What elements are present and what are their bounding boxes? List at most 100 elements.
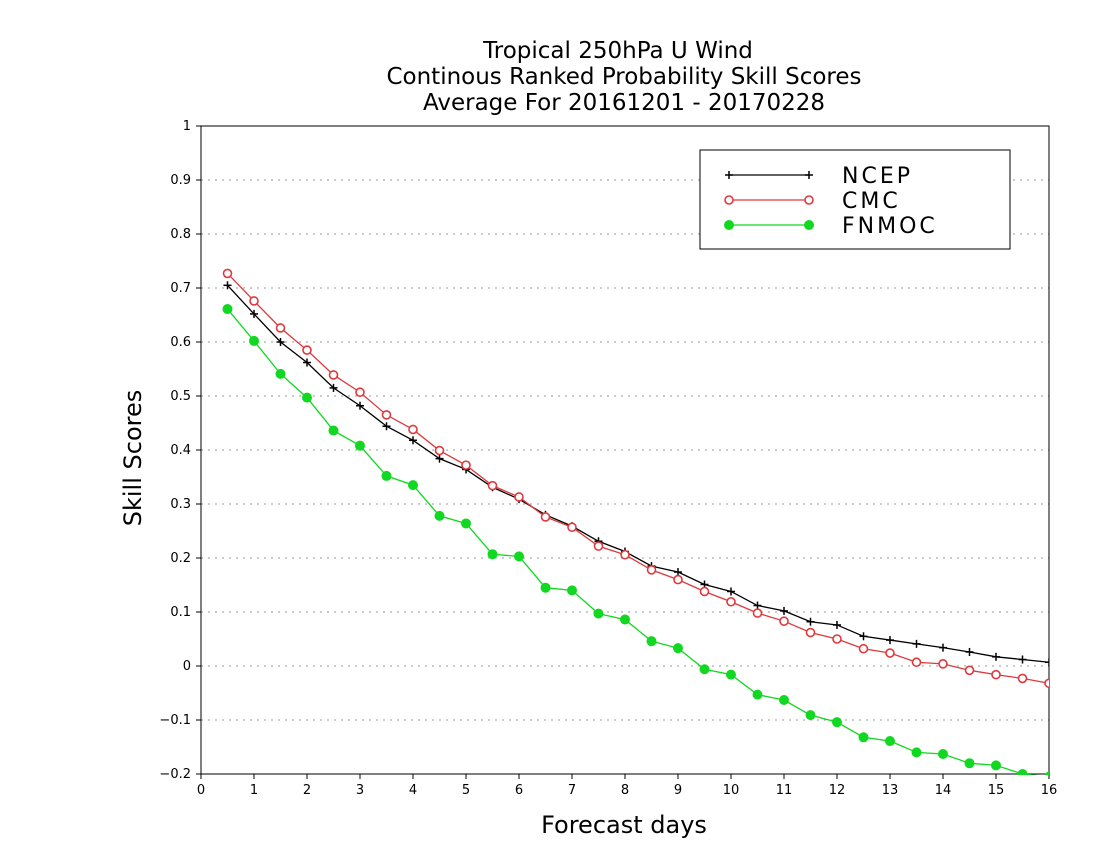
x-tick-label: 11 bbox=[776, 783, 793, 798]
gridlines bbox=[201, 179, 1049, 721]
data-point-ncep bbox=[965, 647, 974, 656]
data-point-fnmoc bbox=[779, 695, 789, 706]
data-point-cmc bbox=[885, 648, 895, 658]
data-point-fnmoc bbox=[487, 549, 498, 560]
data-point-cmc bbox=[858, 643, 869, 654]
y-axis-label: Skill Scores bbox=[119, 390, 147, 527]
legend-marker-fnmoc bbox=[804, 220, 814, 230]
data-point-ncep bbox=[674, 568, 682, 577]
data-point-ncep bbox=[409, 436, 417, 445]
data-point-cmc bbox=[355, 387, 365, 398]
data-point-fnmoc bbox=[991, 760, 1001, 771]
data-point-fnmoc bbox=[434, 510, 445, 521]
y-tick-label: −0.2 bbox=[159, 767, 191, 782]
data-point-cmc bbox=[593, 541, 604, 551]
data-point-ncep bbox=[223, 281, 232, 290]
series-fnmoc bbox=[222, 304, 1049, 775]
data-point-cmc bbox=[805, 627, 816, 638]
data-point-ncep bbox=[753, 601, 762, 610]
data-point-ncep bbox=[780, 606, 788, 615]
data-point-cmc bbox=[487, 480, 498, 491]
chart-title: Tropical 250hPa U Wind Continous Ranked … bbox=[386, 38, 861, 116]
x-axis-label: Forecast days bbox=[541, 811, 707, 839]
series-line-fnmoc bbox=[227, 308, 1039, 775]
x-tick-label: 14 bbox=[935, 783, 952, 798]
legend-item-ncep: NCEP bbox=[725, 164, 913, 189]
data-point-fnmoc bbox=[805, 710, 816, 721]
data-point-ncep bbox=[435, 454, 444, 463]
data-point-ncep bbox=[356, 401, 364, 410]
data-point-fnmoc bbox=[514, 551, 524, 562]
y-tick-label: 0.8 bbox=[170, 227, 191, 242]
data-point-fnmoc bbox=[620, 614, 630, 625]
y-axis: −0.2 −0.1 0 0.1 0.2 0.3 0.4 0.5 0.6 0.7 0.8 0.9 1 bbox=[159, 119, 201, 782]
data-point-cmc bbox=[779, 616, 789, 626]
x-tick-label: 4 bbox=[409, 783, 417, 798]
legend-marker-fnmoc bbox=[724, 220, 734, 230]
x-tick-label: 10 bbox=[723, 783, 740, 798]
legend-marker-cmc bbox=[804, 195, 814, 205]
data-series bbox=[222, 268, 1049, 775]
data-point-cmc bbox=[249, 296, 259, 306]
data-point-ncep bbox=[250, 309, 258, 318]
data-point-cmc bbox=[726, 596, 736, 607]
data-point-fnmoc bbox=[222, 304, 233, 315]
data-point-ncep bbox=[992, 652, 1000, 661]
x-tick-label: 15 bbox=[988, 783, 1005, 798]
data-point-fnmoc bbox=[302, 392, 312, 403]
y-tick-label: 0.1 bbox=[170, 605, 191, 620]
legend-marker-ncep bbox=[725, 171, 733, 179]
data-point-cmc bbox=[302, 345, 312, 355]
x-tick-label: 5 bbox=[462, 783, 470, 798]
data-point-cmc bbox=[938, 659, 948, 669]
x-tick-label: 8 bbox=[621, 783, 629, 798]
y-tick-label: 0.5 bbox=[170, 389, 191, 404]
data-point-ncep bbox=[303, 358, 311, 367]
data-point-cmc bbox=[328, 370, 339, 380]
legend-label-fnmoc: FNMOC bbox=[842, 214, 938, 239]
data-point-cmc bbox=[832, 634, 842, 644]
legend-label-cmc: CMC bbox=[842, 189, 901, 214]
data-point-cmc bbox=[461, 460, 471, 470]
legend-marker-cmc bbox=[724, 195, 734, 205]
x-tick-label: 7 bbox=[568, 783, 576, 798]
y-tick-label: 0.2 bbox=[170, 551, 191, 566]
legend-item-cmc: CMC bbox=[724, 189, 901, 214]
x-tick-label: 12 bbox=[829, 783, 846, 798]
data-point-fnmoc bbox=[699, 664, 710, 675]
data-point-ncep bbox=[806, 617, 815, 626]
data-point-cmc bbox=[1017, 673, 1028, 684]
data-point-ncep bbox=[939, 643, 947, 652]
data-point-cmc bbox=[991, 669, 1001, 680]
series-line-ncep bbox=[227, 284, 1049, 663]
data-point-fnmoc bbox=[249, 335, 259, 346]
data-point-fnmoc bbox=[355, 440, 365, 451]
data-point-ncep bbox=[329, 383, 338, 392]
data-point-fnmoc bbox=[408, 480, 418, 491]
data-point-cmc bbox=[673, 574, 683, 585]
x-tick-label: 3 bbox=[356, 783, 364, 798]
legend-label-ncep: NCEP bbox=[842, 164, 913, 189]
data-point-fnmoc bbox=[275, 368, 286, 379]
data-point-cmc bbox=[514, 492, 524, 502]
data-point-fnmoc bbox=[673, 643, 683, 654]
data-point-fnmoc bbox=[911, 747, 922, 758]
data-point-fnmoc bbox=[964, 758, 975, 769]
series-cmc bbox=[222, 268, 1049, 689]
x-tick-label: 9 bbox=[674, 783, 682, 798]
data-point-fnmoc bbox=[726, 669, 736, 680]
chart-title-line-2: Continous Ranked Probability Skill Score… bbox=[386, 64, 861, 90]
series-line-cmc bbox=[227, 272, 1049, 684]
x-tick-label: 0 bbox=[197, 783, 205, 798]
data-point-fnmoc bbox=[752, 689, 763, 700]
x-tick-label: 6 bbox=[515, 783, 523, 798]
y-tick-label: 1 bbox=[183, 119, 191, 134]
data-point-ncep bbox=[859, 632, 868, 641]
data-point-cmc bbox=[1044, 678, 1049, 689]
data-point-cmc bbox=[567, 522, 577, 533]
data-point-fnmoc bbox=[1017, 769, 1028, 775]
y-tick-label: 0.7 bbox=[170, 281, 191, 296]
x-tick-label: 16 bbox=[1041, 783, 1058, 798]
y-tick-label: 0 bbox=[183, 659, 191, 674]
